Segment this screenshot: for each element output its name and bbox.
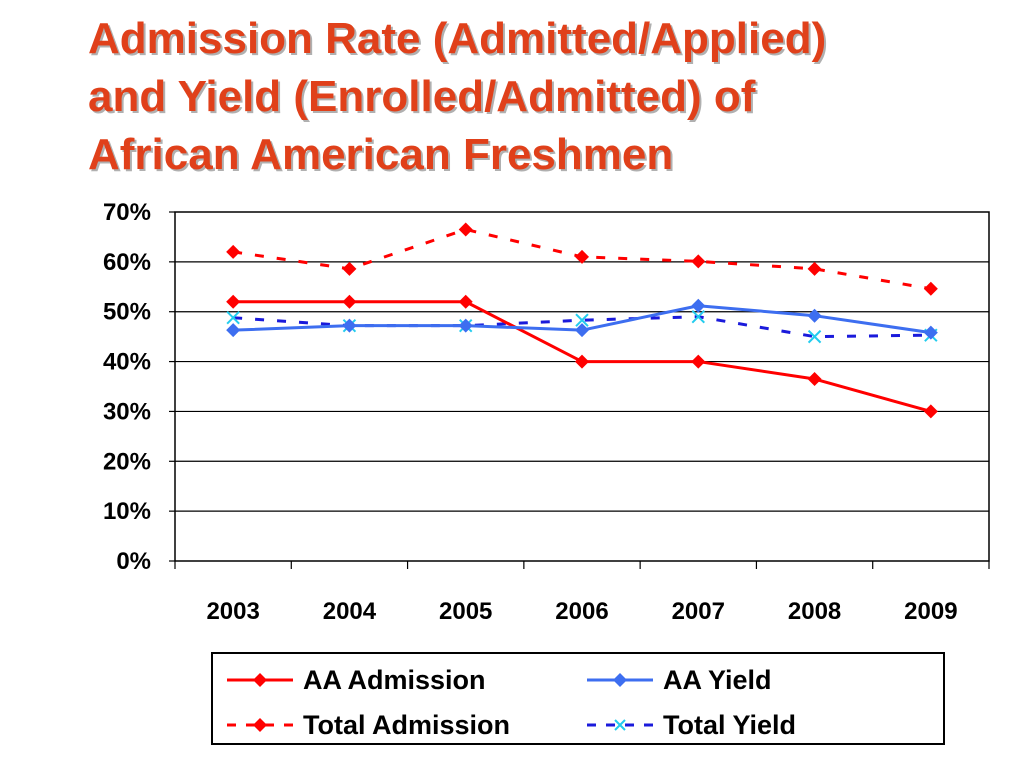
y-tick-label: 10% [103,498,151,525]
x-tick-label: 2006 [555,598,608,625]
y-tick-label: 0% [116,548,151,575]
data-point-aa-admission [807,372,822,387]
data-point-total-admission [575,249,589,264]
data-point-aa-admission [691,354,706,369]
data-point-aa-admission [923,404,938,419]
x-tick-label: 2007 [672,598,725,625]
legend-swatch-aa-admission [227,673,293,687]
x-tick-label: 2008 [788,598,841,625]
data-point-total-yield [226,310,240,325]
data-point-aa-yield [691,298,706,313]
data-point-aa-admission [226,294,241,309]
legend-swatch-aa-yield [587,673,653,687]
legend-label-total-admission: Total Admission [303,709,511,740]
legend-label-aa-admission: AA Admission [303,664,486,695]
title-line-3: African American Freshmen [88,130,674,179]
legend-label-aa-yield: AA Yield [663,664,772,695]
plot-area [174,211,990,562]
legend-swatch-total-admission [227,718,293,732]
y-tick-label: 30% [103,398,151,425]
data-point-total-admission [923,281,938,296]
page-title: Admission Rate (Admitted/Applied) and Yi… [88,10,988,184]
legend-item-total-admission: Total Admission [225,710,510,740]
data-point-aa-admission [575,354,589,369]
data-point-aa-yield [807,308,822,323]
data-point-aa-yield [342,318,357,333]
y-tick-label: 60% [103,249,151,276]
chart-legend: AA Admission AA Yield Total Admission To… [211,652,945,745]
legend-item-aa-admission: AA Admission [225,665,486,695]
legend-item-total-yield: Total Yield [585,710,796,740]
legend-swatch-total-yield [587,719,653,731]
data-point-total-admission [342,261,357,276]
legend-item-aa-yield: AA Yield [585,665,772,695]
data-point-total-yield [575,313,589,327]
data-point-total-admission [691,254,706,269]
x-tick-label: 2004 [323,598,377,625]
data-point-aa-yield [226,323,241,338]
title-line-1: Admission Rate (Admitted/Applied) [88,14,827,63]
x-tick-label: 2009 [904,598,957,625]
data-point-aa-yield [458,318,473,333]
data-point-aa-yield [923,325,938,340]
legend-label-total-yield: Total Yield [663,709,797,740]
data-point-total-yield [691,309,705,324]
data-point-total-admission [807,261,822,276]
data-point-aa-yield [575,323,589,338]
data-point-total-admission [226,244,241,259]
data-point-aa-admission [458,294,473,309]
data-point-aa-admission [342,294,357,309]
title-line-2: and Yield (Enrolled/Admitted) of [88,72,756,121]
data-point-total-admission [458,222,473,237]
y-tick-label: 40% [103,349,151,376]
y-tick-label: 70% [103,199,151,226]
y-tick-label: 20% [103,448,151,475]
x-tick-label: 2005 [439,598,492,625]
y-tick-label: 50% [103,299,151,326]
x-tick-label: 2003 [206,598,259,625]
data-point-total-yield [807,329,822,344]
